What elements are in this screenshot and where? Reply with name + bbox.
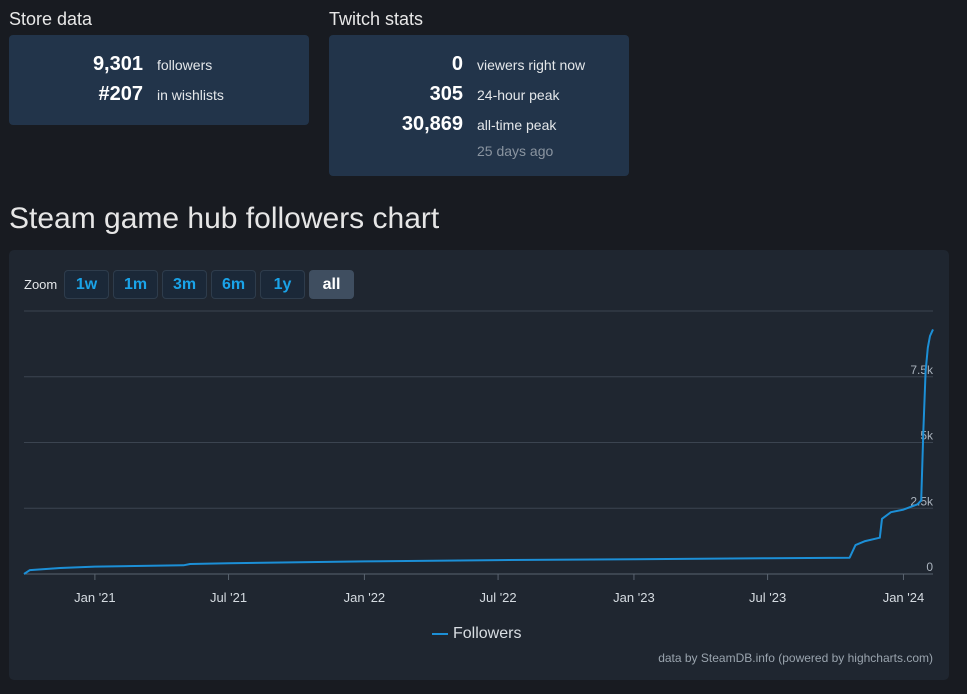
followers-label: followers — [157, 57, 213, 73]
wishlist-rank-value: #207 — [98, 83, 144, 105]
all-time-peak-value: 30,869 — [401, 113, 463, 135]
zoom-3m-button[interactable]: 3m — [162, 270, 207, 299]
x-tick-label: Jan '23 — [613, 590, 655, 605]
chart-heading: Steam game hub followers chart — [9, 202, 440, 235]
store-data-card: 9,301 followers #207 in wishlists — [9, 35, 309, 125]
twitch-stats-card: 0 viewers right now 305 24-hour peak 30,… — [329, 35, 629, 176]
wishlist-rank-label: in wishlists — [157, 87, 224, 103]
chart-legend[interactable]: Followers — [432, 625, 521, 643]
zoom-1y-button[interactable]: 1y — [260, 270, 305, 299]
zoom-label: Zoom — [24, 277, 58, 292]
x-tick-label: Jul '23 — [749, 590, 786, 605]
chart-panel — [9, 250, 949, 680]
x-tick-label: Jul '21 — [210, 590, 247, 605]
wishlist-rank-stat: #207 in wishlists — [9, 83, 224, 106]
x-tick-label: Jan '21 — [74, 590, 116, 605]
twitch-stats-title: Twitch stats — [329, 9, 424, 29]
zoom-all-button[interactable]: all — [309, 270, 354, 299]
x-tick-label: Jul '22 — [479, 590, 516, 605]
day-peak-value: 305 — [429, 83, 463, 105]
viewers-now-stat: 0 viewers right now — [329, 53, 585, 76]
day-peak-label: 24-hour peak — [477, 87, 560, 103]
peak-time-ago: 25 days ago — [477, 143, 554, 159]
chart-x-axis: Jan '21 Jul '21 Jan '22 Jul '22 Jan '23 Jul '… — [74, 574, 924, 605]
y-tick-label: 7.5k — [910, 363, 934, 377]
chart-gridlines — [24, 310, 933, 575]
followers-stat: 9,301 followers — [9, 53, 212, 76]
followers-series-line — [23, 328, 934, 575]
chart-series — [23, 328, 934, 575]
x-tick-label: Jan '22 — [344, 590, 386, 605]
y-tick-label: 0 — [926, 560, 933, 574]
store-data-title: Store data — [9, 9, 93, 29]
day-peak-stat: 305 24-hour peak — [329, 83, 560, 106]
zoom-1w-button[interactable]: 1w — [64, 270, 109, 299]
x-tick-label: Jan '24 — [883, 590, 925, 605]
legend-followers-label: Followers — [453, 625, 522, 642]
all-time-peak-stat: 30,869 all-time peak — [329, 113, 557, 136]
viewers-now-label: viewers right now — [477, 57, 586, 73]
legend-line-icon — [432, 633, 448, 635]
zoom-1m-button[interactable]: 1m — [113, 270, 158, 299]
chart-credits[interactable]: data by SteamDB.info (powered by highcha… — [658, 651, 933, 665]
viewers-now-value: 0 — [451, 53, 463, 75]
all-time-peak-label: all-time peak — [477, 117, 557, 133]
followers-value: 9,301 — [92, 53, 143, 75]
zoom-6m-button[interactable]: 6m — [211, 270, 256, 299]
